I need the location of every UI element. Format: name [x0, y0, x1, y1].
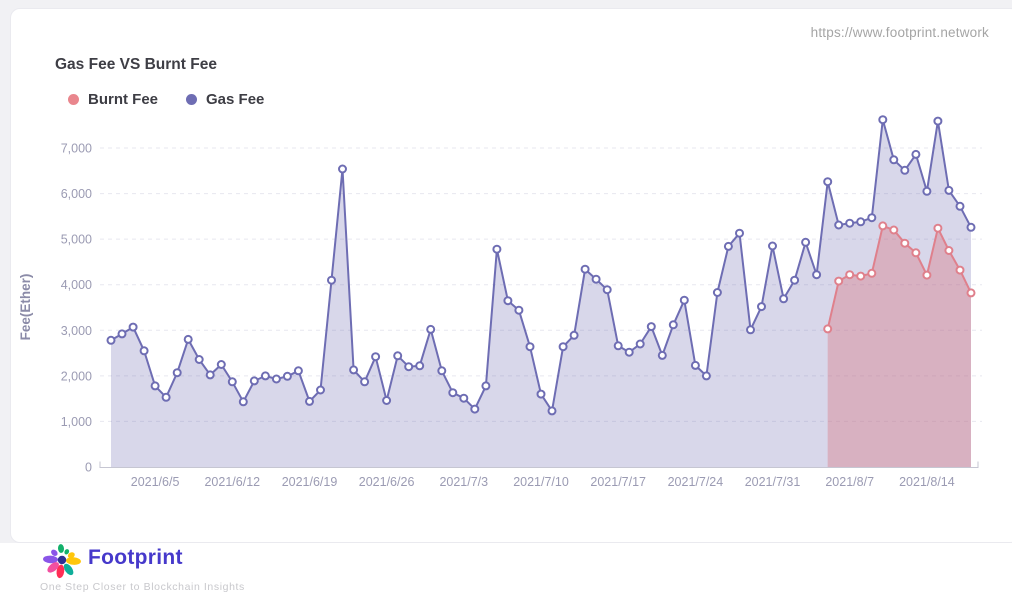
- x-axis-labels: 2021/6/5 2021/6/12 2021/6/19 2021/6/26 2021/…: [131, 475, 955, 489]
- y-axis-title: Fee(Ether): [18, 274, 33, 341]
- svg-text:2021/8/7: 2021/8/7: [825, 475, 874, 489]
- gas-fee-legend-dot-icon: [186, 94, 198, 105]
- svg-text:0: 0: [85, 461, 92, 475]
- legend-label-gas-fee: Gas Fee: [206, 91, 265, 108]
- burnt-fee-area: [827, 225, 971, 467]
- svg-text:6,000: 6,000: [61, 187, 92, 201]
- footer-tagline: One Step Closer to Blockchain Insights: [40, 581, 245, 593]
- footprint-logo-icon: [43, 544, 81, 579]
- gas-fee-line[interactable]: [106, 115, 976, 416]
- svg-text:2021/7/31: 2021/7/31: [745, 475, 801, 489]
- legend-item-burnt-fee[interactable]: Burnt Fee: [68, 91, 158, 108]
- svg-text:2021/6/26: 2021/6/26: [359, 475, 415, 489]
- fee-area-chart[interactable]: 0 1,000 2,000 3,000 4,000 5,000 6,000 7,000 2021…: [0, 0, 1012, 543]
- svg-text:2021/6/12: 2021/6/12: [204, 475, 260, 489]
- burnt-fee-line[interactable]: [823, 221, 976, 334]
- grid-lines: [100, 147, 982, 422]
- svg-text:2021/7/10: 2021/7/10: [513, 475, 569, 489]
- svg-text:7,000: 7,000: [61, 142, 92, 156]
- site-url-watermark: https://www.footprint.network: [810, 25, 989, 40]
- legend-item-gas-fee[interactable]: Gas Fee: [186, 91, 264, 108]
- footer: Footprint One Step Closer to Blockchain …: [0, 543, 1012, 604]
- svg-text:3,000: 3,000: [61, 324, 92, 338]
- chart-card: https://www.footprint.network Gas Fee VS…: [10, 8, 1012, 543]
- svg-text:2021/7/17: 2021/7/17: [590, 475, 646, 489]
- footprint-brand-text: Footprint: [88, 546, 183, 569]
- gas-fee-area: [111, 119, 971, 467]
- legend-label-burnt-fee: Burnt Fee: [88, 91, 159, 108]
- svg-text:1,000: 1,000: [61, 415, 92, 429]
- svg-text:5,000: 5,000: [61, 233, 92, 247]
- chart-legend: Burnt Fee Gas Fee: [68, 91, 264, 108]
- chart-title: Gas Fee VS Burnt Fee: [55, 56, 217, 73]
- svg-text:2,000: 2,000: [61, 369, 92, 383]
- svg-text:2021/6/5: 2021/6/5: [131, 475, 180, 489]
- x-axis: [99, 461, 979, 468]
- svg-text:2021/7/3: 2021/7/3: [439, 475, 488, 489]
- svg-text:2021/7/24: 2021/7/24: [668, 475, 724, 489]
- svg-text:2021/8/14: 2021/8/14: [899, 475, 955, 489]
- svg-text:2021/6/19: 2021/6/19: [282, 475, 338, 489]
- svg-text:4,000: 4,000: [61, 278, 92, 292]
- burnt-fee-legend-dot-icon: [68, 94, 79, 105]
- y-axis-labels: 0 1,000 2,000 3,000 4,000 5,000 6,000 7,000: [61, 142, 92, 475]
